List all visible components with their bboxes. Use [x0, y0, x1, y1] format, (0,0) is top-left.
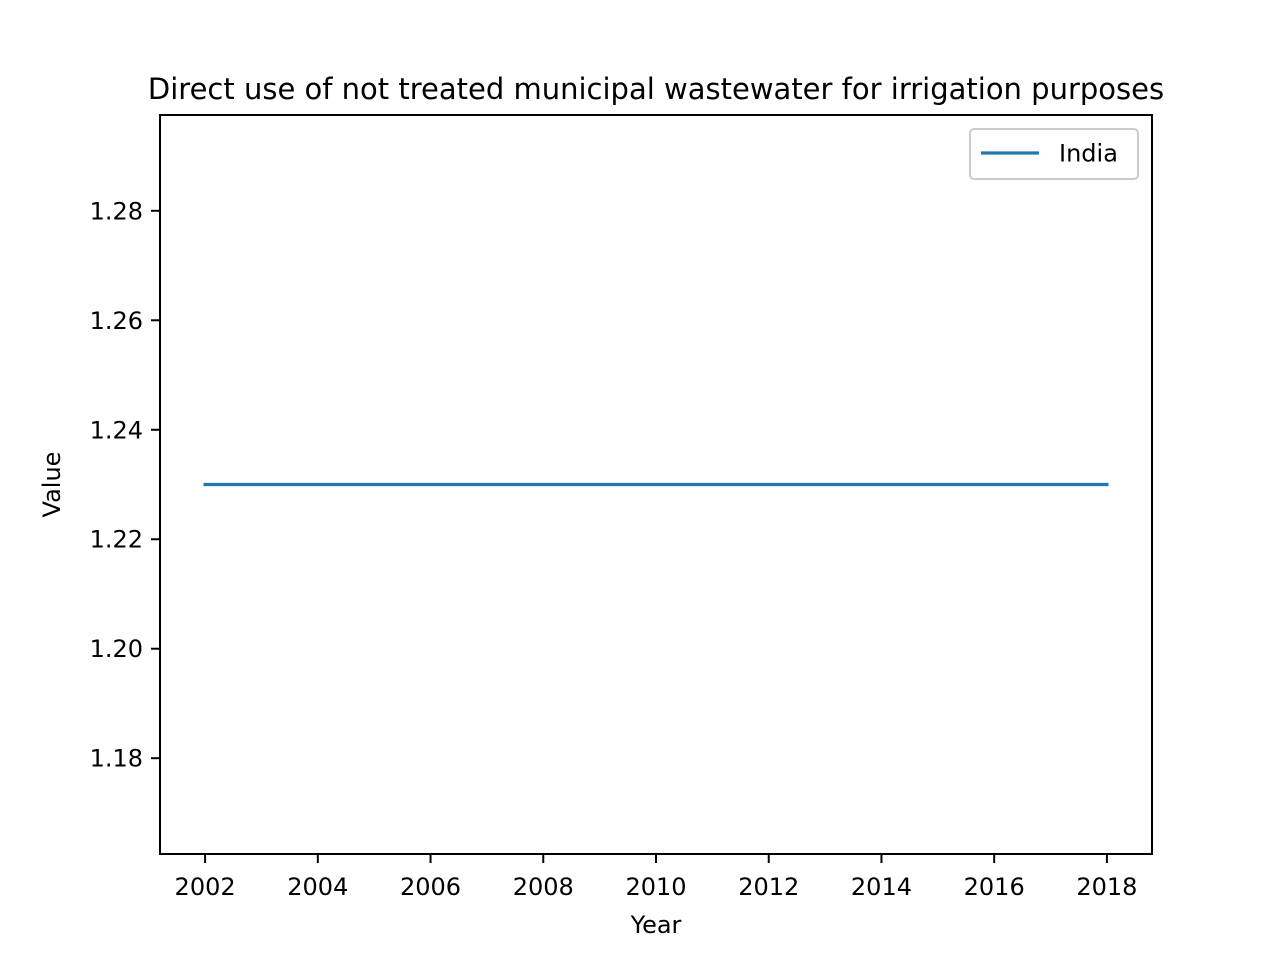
y-tick-label: 1.26 — [90, 307, 143, 335]
x-tick-label: 2014 — [851, 873, 912, 901]
x-tick-label: 2004 — [287, 873, 348, 901]
legend-box — [969, 128, 1139, 180]
x-tick-label: 2012 — [738, 873, 799, 901]
y-axis-label: Value — [38, 452, 66, 518]
x-tick-label: 2018 — [1076, 873, 1137, 901]
y-tick-label: 1.28 — [90, 197, 143, 225]
chart-title: Direct use of not treated municipal wast… — [148, 72, 1164, 106]
y-tick-label: 1.20 — [90, 635, 143, 663]
x-tick-label: 2006 — [400, 873, 461, 901]
legend: India — [969, 128, 1139, 180]
x-tick-label: 2002 — [175, 873, 236, 901]
x-tick-label: 2016 — [964, 873, 1025, 901]
plot-frame — [159, 114, 1153, 855]
legend-label: India — [1059, 140, 1118, 168]
x-axis-label: Year — [630, 911, 682, 939]
x-axis: 2002 2004 2006 2008 2010 2012 2014 2016 2018 — [175, 854, 1137, 901]
y-tick-label: 1.24 — [90, 416, 143, 444]
y-tick-label: 1.22 — [90, 526, 143, 554]
x-tick-label: 2008 — [513, 873, 574, 901]
y-axis: 1.18 1.20 1.22 1.24 1.26 1.28 — [90, 197, 160, 773]
y-tick-label: 1.18 — [90, 745, 143, 773]
x-tick-label: 2010 — [625, 873, 686, 901]
